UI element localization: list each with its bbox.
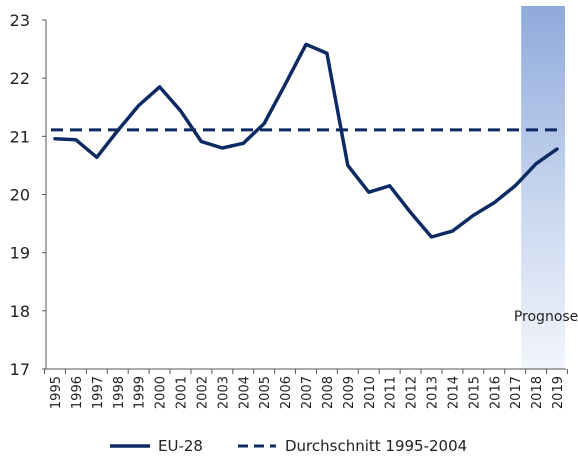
forecast-region <box>521 6 565 369</box>
x-tick-label: 2012 <box>405 376 420 409</box>
x-tick-label: 2013 <box>426 376 441 409</box>
x-tick-label: 2015 <box>467 376 482 409</box>
x-tick-label: 2003 <box>216 376 231 409</box>
x-tick-label: 2008 <box>321 376 336 409</box>
x-tick-label: 2007 <box>300 376 315 409</box>
x-tick-label: 2011 <box>384 376 399 409</box>
y-tick-label: 23 <box>10 11 30 30</box>
x-tick-label: 2016 <box>488 376 503 409</box>
x-tick-label: 1999 <box>133 376 148 409</box>
x-tick-label: 2009 <box>342 376 357 409</box>
legend-label-eu28: EU-28 <box>158 437 203 455</box>
x-tick-label: 2010 <box>363 376 378 409</box>
x-tick-label: 1998 <box>112 376 127 409</box>
y-tick-label: 17 <box>10 360 30 379</box>
x-tick-label: 2002 <box>195 376 210 409</box>
x-tick-label: 2001 <box>175 376 190 409</box>
x-tick-label: 2000 <box>154 376 169 409</box>
y-tick-label: 22 <box>10 69 30 88</box>
x-tick-label: 1996 <box>70 376 85 409</box>
y-tick-label: 21 <box>10 127 30 146</box>
forecast-label: Prognose <box>514 309 578 325</box>
x-tick-label: 2017 <box>509 376 524 409</box>
legend-label-average: Durchschnitt 1995-2004 <box>285 437 467 455</box>
y-tick-label: 18 <box>10 302 30 321</box>
eu28-series-line <box>53 42 559 239</box>
x-tick-label: 2006 <box>279 376 294 409</box>
x-tick-label: 1997 <box>91 376 106 409</box>
x-tick-label: 2005 <box>258 376 273 409</box>
x-tick-label: 2018 <box>530 376 545 409</box>
x-tick-label: 2004 <box>237 376 252 409</box>
y-tick-label: 19 <box>10 244 30 263</box>
x-tick-label: 1995 <box>49 376 64 409</box>
x-tick-label: 2014 <box>446 376 461 409</box>
y-tick-label: 20 <box>10 186 30 205</box>
x-tick-label: 2019 <box>551 376 566 409</box>
